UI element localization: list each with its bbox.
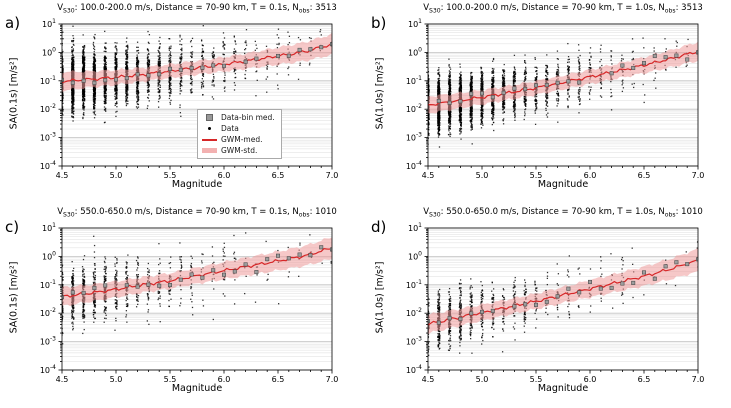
- chart-canvas-b: [366, 0, 731, 204]
- chart-canvas-a: [0, 0, 365, 204]
- subplot-d: VS30: 550.0-650.0 m/s, Distance = 70-90 …: [366, 204, 731, 408]
- panel-label-d: d): [371, 218, 387, 236]
- panel-label-a: a): [5, 14, 21, 32]
- panel-label-b: b): [371, 14, 387, 32]
- subplot-title-b: VS30: 100.0-200.0 m/s, Distance = 70-90 …: [423, 3, 703, 15]
- legend-label: Data-bin med.: [221, 113, 275, 122]
- legend-label: Data: [221, 124, 239, 133]
- y-axis-label-b: SA(1.0s) [m/s²]: [374, 57, 386, 130]
- subplot-c: VS30: 550.0-650.0 m/s, Distance = 70-90 …: [0, 204, 365, 408]
- x-axis-label-c: Magnitude: [171, 383, 223, 394]
- y-axis-label-a: SA(0.1s) [m/s²]: [8, 57, 20, 130]
- x-axis-label-d: Magnitude: [537, 383, 589, 394]
- x-axis-label-b: Magnitude: [537, 179, 589, 190]
- legend-label: GWM-med.: [221, 135, 263, 144]
- median-line-icon: [201, 138, 217, 141]
- chart-canvas-c: [0, 204, 365, 408]
- y-axis-label-c: SA(0.1s) [m/s²]: [8, 261, 20, 334]
- data-marker-icon: [201, 127, 217, 130]
- legend-item-data: Data: [201, 123, 275, 134]
- x-axis-label-a: Magnitude: [171, 179, 223, 190]
- subplot-b: VS30: 100.0-200.0 m/s, Distance = 70-90 …: [366, 0, 731, 204]
- legend: Data-bin med. Data GWM-med. GWM-std.: [197, 109, 282, 159]
- panel-label-c: c): [5, 218, 20, 236]
- bin-median-marker-icon: [201, 114, 217, 121]
- legend-item-data-bin-med: Data-bin med.: [201, 112, 275, 123]
- legend-label: GWM-std.: [221, 146, 258, 155]
- y-axis-label-d: SA(1.0s) [m/s²]: [374, 261, 386, 334]
- chart-canvas-d: [366, 204, 731, 408]
- subplot-title-a: VS30: 100.0-200.0 m/s, Distance = 70-90 …: [57, 3, 337, 15]
- subplot-title-d: VS30: 550.0-650.0 m/s, Distance = 70-90 …: [423, 207, 703, 219]
- legend-item-gwm-med: GWM-med.: [201, 134, 275, 145]
- subplot-a: VS30: 100.0-200.0 m/s, Distance = 70-90 …: [0, 0, 365, 204]
- std-band-icon: [201, 148, 217, 153]
- subplot-title-c: VS30: 550.0-650.0 m/s, Distance = 70-90 …: [57, 207, 337, 219]
- legend-item-gwm-std: GWM-std.: [201, 145, 275, 156]
